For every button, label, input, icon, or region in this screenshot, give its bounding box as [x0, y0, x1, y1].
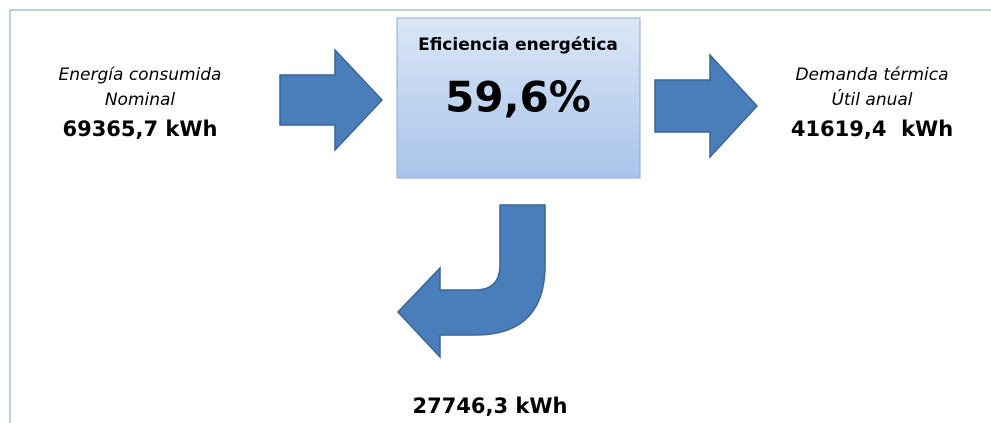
output-label: Demanda térmica: [795, 65, 948, 85]
output-label: Útil anual: [831, 88, 912, 110]
loss-value: 27746,3 kWh: [412, 394, 567, 418]
efficiency-value: 59,6%: [445, 73, 591, 122]
efficiency-box: [396, 17, 641, 179]
input-arrow: [279, 48, 384, 152]
input-label: Energía consumida: [59, 65, 222, 85]
efficiency-title: Eficiencia energética: [418, 35, 618, 55]
loss-arrow: [396, 204, 546, 359]
output-arrow: [654, 53, 759, 159]
input-value: 69365,7 kWh: [62, 117, 217, 141]
output-value: 41619,4 kWh: [791, 117, 953, 141]
input-label: Nominal: [105, 90, 176, 110]
